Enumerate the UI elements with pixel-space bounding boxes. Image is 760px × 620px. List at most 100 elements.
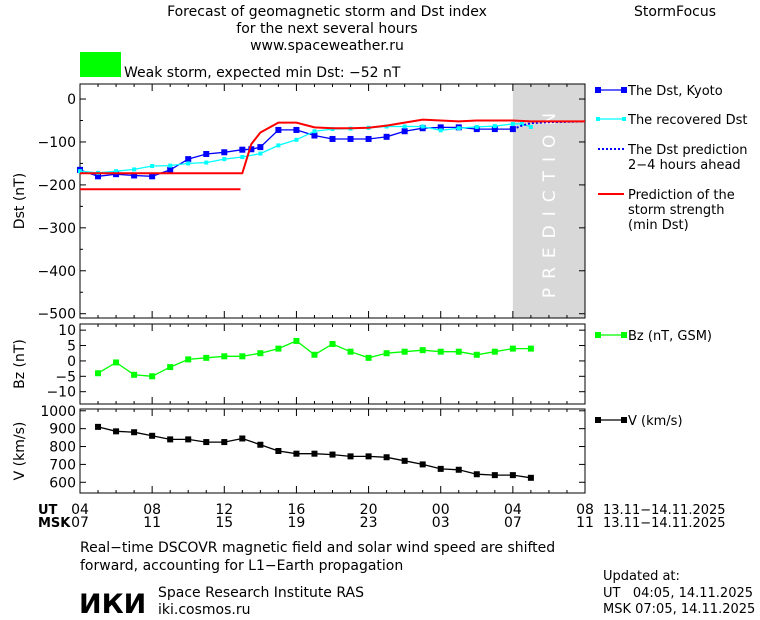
series-line xyxy=(80,118,585,175)
y-tick-label: 5 xyxy=(67,339,76,355)
ut-tick-label: 04 xyxy=(504,502,522,518)
msk-tick-label: 07 xyxy=(504,515,522,531)
data-point xyxy=(95,370,102,377)
data-point xyxy=(114,169,119,174)
storm-level-swatch xyxy=(80,52,121,77)
legend-marker xyxy=(622,117,626,121)
msk-tick-label: 07 xyxy=(71,515,89,531)
msk-axis-label: MSK xyxy=(38,516,71,531)
data-point xyxy=(347,348,354,355)
series-line xyxy=(79,123,532,174)
y-tick-label: −200 xyxy=(38,178,76,194)
msk-tick-label: 19 xyxy=(288,515,306,531)
data-point xyxy=(185,436,192,443)
data-point xyxy=(437,124,444,131)
ut-date-range: 13.11−14.11.2025 xyxy=(603,503,726,518)
data-point xyxy=(113,428,120,435)
data-point xyxy=(455,466,462,473)
data-point xyxy=(528,124,533,129)
data-point xyxy=(185,356,192,363)
data-point xyxy=(131,172,138,179)
data-point xyxy=(275,345,282,352)
y-tick-label: 900 xyxy=(49,422,76,438)
data-point xyxy=(203,150,210,157)
data-point xyxy=(168,163,173,168)
data-point xyxy=(167,364,174,371)
footnote-line1: Real−time DSCOVR magnetic field and sola… xyxy=(80,540,555,556)
series-line xyxy=(512,120,586,131)
data-point xyxy=(492,124,497,129)
y-tick-label: 0 xyxy=(67,92,76,108)
legend-marker xyxy=(596,117,600,121)
y-tick-label: −5 xyxy=(55,369,76,385)
data-point xyxy=(248,146,255,153)
msk-date-range: 13.11−14.11.2025 xyxy=(603,516,726,531)
brand-name: StormFocus xyxy=(634,4,716,20)
legend-label: (min Dst) xyxy=(628,218,689,233)
data-point xyxy=(383,350,390,357)
updated-ut: UT 04:05, 14.11.2025 xyxy=(603,586,753,601)
data-point xyxy=(275,126,282,133)
ut-tick-label: 20 xyxy=(360,502,378,518)
y-tick-label: 1000 xyxy=(40,404,76,420)
institute-url: iki.cosmos.ru xyxy=(158,602,250,618)
plot-frame xyxy=(79,323,586,405)
ut-tick-label: 12 xyxy=(215,502,233,518)
y-tick-label: 600 xyxy=(49,475,76,491)
legend-label: Bz (nT, GSM) xyxy=(628,329,712,344)
data-point xyxy=(293,450,300,457)
legend-label: The recovered Dst xyxy=(627,113,747,128)
legend-label: storm strength xyxy=(628,203,725,218)
data-point xyxy=(149,173,156,180)
updated-label: Updated at: xyxy=(603,569,680,584)
data-point xyxy=(257,144,264,151)
legend-marker xyxy=(621,332,627,338)
data-point xyxy=(437,348,444,355)
data-point xyxy=(257,441,264,448)
data-point xyxy=(113,359,120,366)
data-point xyxy=(473,126,480,133)
msk-tick-label: 03 xyxy=(432,515,450,531)
ut-tick-label: 04 xyxy=(71,502,89,518)
data-point xyxy=(131,371,138,378)
data-point xyxy=(474,124,479,129)
data-point xyxy=(509,345,516,352)
ut-axis-label: UT xyxy=(38,503,58,518)
data-point xyxy=(527,345,534,352)
data-point xyxy=(491,126,498,133)
updated-msk: MSK 07:05, 14.11.2025 xyxy=(603,602,755,617)
data-point xyxy=(365,135,372,142)
series-line xyxy=(79,126,513,177)
data-point xyxy=(527,474,534,481)
data-point xyxy=(239,435,246,442)
y-tick-label: 800 xyxy=(49,440,76,456)
data-point xyxy=(240,154,245,159)
data-point xyxy=(473,471,480,478)
data-point xyxy=(401,348,408,355)
data-point xyxy=(420,124,425,129)
y-tick-label: −10 xyxy=(46,385,76,401)
data-point xyxy=(276,143,281,148)
iki-logo: ИКИ xyxy=(79,589,146,620)
data-point xyxy=(203,354,210,361)
msk-tick-label: 11 xyxy=(576,515,594,531)
y-axis-label: Bz (nT) xyxy=(12,339,28,389)
legend-marker xyxy=(595,332,601,338)
data-point xyxy=(519,121,524,126)
legends: The Dst, Kyoto The recovered Dst The Dst p… xyxy=(595,84,748,429)
legend-label: V (km/s) xyxy=(628,414,683,429)
plot-frame xyxy=(79,83,586,319)
legend-marker xyxy=(621,417,627,423)
data-point xyxy=(509,126,516,133)
chart-title-line2: for the next several hours xyxy=(236,21,417,37)
legend-marker xyxy=(595,417,601,423)
data-point xyxy=(311,450,318,457)
data-point xyxy=(222,157,227,162)
msk-tick-label: 15 xyxy=(215,515,233,531)
data-point xyxy=(437,465,444,472)
ut-tick-label: 08 xyxy=(143,502,161,518)
data-point xyxy=(150,164,155,169)
data-point xyxy=(204,160,209,165)
